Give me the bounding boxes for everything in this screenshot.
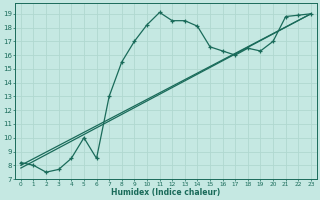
- X-axis label: Humidex (Indice chaleur): Humidex (Indice chaleur): [111, 188, 220, 197]
